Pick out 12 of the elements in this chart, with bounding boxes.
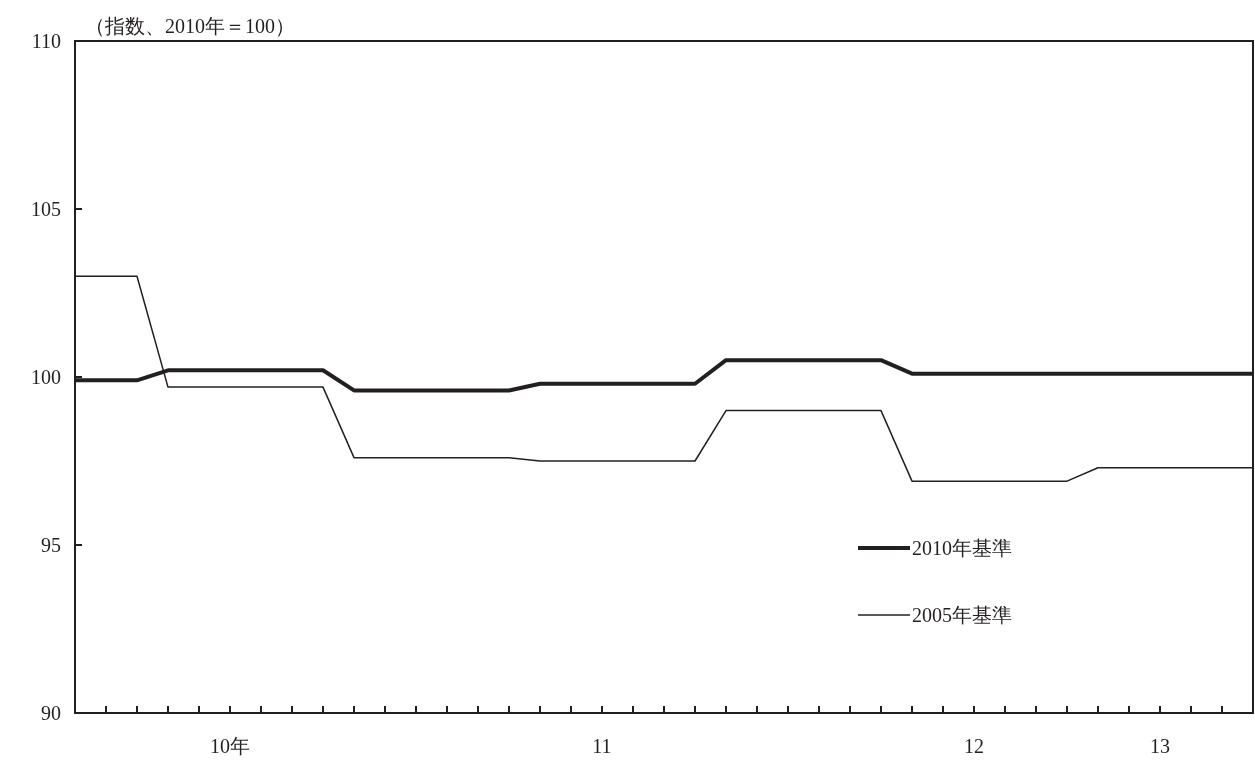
x-tick-label: 10年	[210, 735, 250, 757]
x-tick-label: 11	[592, 735, 612, 757]
x-tick-label: 12	[964, 735, 984, 757]
y-tick-label: 95	[41, 534, 61, 556]
legend-label: 2010年基準	[912, 537, 1012, 559]
y-tick-label: 90	[41, 702, 61, 724]
y-axis-title: （指数、2010年＝100）	[85, 15, 295, 37]
x-tick-label: 13	[1150, 735, 1170, 757]
y-tick-label: 100	[31, 366, 61, 388]
legend-label: 2005年基準	[912, 604, 1012, 626]
y-tick-label: 105	[31, 198, 61, 220]
y-tick-label: 110	[31, 30, 61, 52]
